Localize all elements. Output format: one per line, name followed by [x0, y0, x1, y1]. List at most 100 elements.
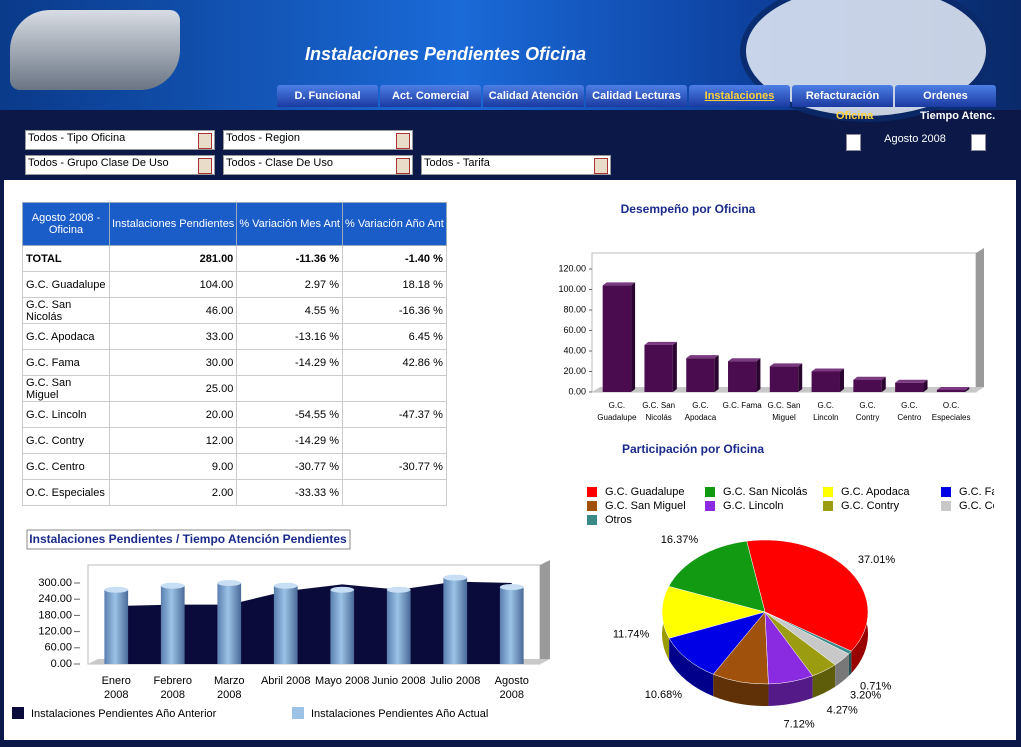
table-cell: 30.00	[108, 349, 238, 376]
data-label: 37.01%	[858, 554, 896, 566]
nav-tab[interactable]: Ordenes	[895, 85, 996, 107]
filter[interactable]: Todos - Region	[223, 130, 413, 150]
x-tick-label: O.C. Especiales	[931, 401, 971, 422]
bar	[330, 589, 355, 664]
nav-tab[interactable]: Calidad Atención	[483, 85, 584, 107]
legend-label: G.C. Fama	[959, 486, 1014, 498]
x-tick-label: O.C. Especiales	[931, 401, 971, 422]
bar-cap	[330, 586, 355, 593]
pie-side	[835, 653, 849, 687]
bar	[443, 577, 468, 664]
legend-swatch	[823, 487, 833, 497]
bar	[811, 371, 840, 392]
bar-top	[769, 363, 803, 367]
filter[interactable]: Todos - Tipo Oficina	[25, 130, 215, 150]
table-cell: G.C. Centro	[22, 453, 110, 480]
bar	[728, 361, 757, 392]
y-tick-label: 80.00	[563, 304, 586, 314]
table-cell: -47.37 %	[342, 401, 447, 428]
legend-label: Otros	[605, 514, 632, 526]
y-tick-label: 60.00	[44, 642, 72, 654]
nav-tab[interactable]: Instalaciones	[689, 85, 790, 107]
x-tick-label: G.C. Contry	[855, 401, 880, 422]
table-cell: G.C. San Nicolás	[22, 297, 110, 324]
pie-slice	[764, 611, 852, 655]
x-tick-label: Junio 2008	[371, 675, 426, 687]
x-tick-label: Marzo 2008	[214, 675, 245, 701]
table-row: G.C. Fama 30.00 -14.29 % 42.86 %	[22, 349, 447, 376]
legend-label: G.C. San Miguel	[605, 500, 686, 512]
table-cell: -1.40 %	[342, 245, 447, 272]
bar	[273, 585, 298, 664]
bar-cap	[160, 582, 185, 589]
x-tick-label: G.C. San Nicolás	[642, 401, 675, 422]
x-tick-label: G.C. Contry	[855, 401, 880, 422]
bar-top	[895, 379, 928, 383]
data-label: 0.71%	[860, 681, 891, 693]
table-cell: 20.00	[108, 401, 238, 428]
filter[interactable]: Todos - Tarifa	[421, 155, 611, 175]
legend-swatch	[941, 501, 951, 511]
legend-swatch	[587, 501, 597, 511]
bar-side	[798, 363, 803, 392]
bar-cap	[273, 582, 298, 589]
nav-tab[interactable]: Act. Comercial	[380, 85, 481, 107]
table-cell	[342, 479, 447, 506]
legend-swatch	[705, 501, 715, 511]
bar-side	[756, 358, 761, 392]
bar-cap	[499, 584, 524, 591]
area	[116, 581, 512, 664]
y-tick-label: 100.00	[558, 284, 586, 294]
pie-slice	[668, 540, 766, 613]
x-tick-label: G.C. Centro	[897, 401, 922, 422]
nav-tab[interactable]: Refacturación	[792, 85, 893, 107]
bar	[936, 389, 966, 392]
bar	[160, 585, 185, 664]
faucet-image	[10, 10, 180, 90]
bar-side	[672, 341, 677, 392]
bar-top	[728, 358, 761, 362]
nav-tabs: D. Funcional Act. Comercial Calidad Atenci…	[277, 85, 998, 107]
x-tick-label: G.C. Guadalupe	[597, 401, 636, 422]
x-tick-label: Julio 2008	[430, 675, 481, 687]
data-label: 11.74%	[613, 628, 650, 640]
bar-side	[881, 376, 886, 392]
subtab[interactable]: Oficina	[836, 110, 874, 122]
legend-swatch	[823, 501, 833, 511]
table-cell: G.C. San Miguel	[22, 375, 110, 402]
x-tick-label: Junio 2008	[371, 675, 426, 687]
next-arrow[interactable]	[971, 134, 986, 151]
legend-swatch	[941, 487, 951, 497]
table-cell: G.C. Guadalupe	[22, 271, 110, 298]
table-cell: 18.18 %	[342, 271, 447, 298]
table-row: O.C. Especiales 2.00 -33.33 %	[22, 479, 447, 506]
table-cell: 46.00	[108, 297, 238, 324]
table-cell: -54.55 %	[236, 401, 343, 428]
filter[interactable]: Todos - Clase De Uso	[223, 155, 413, 175]
prev-arrow[interactable]	[846, 134, 861, 151]
bar-cap	[104, 586, 129, 593]
x-tick-label: G.C. Apodaca	[684, 401, 717, 422]
filter[interactable]: Todos - Grupo Clase De Uso	[25, 155, 215, 175]
table-cell: -30.77 %	[236, 453, 343, 480]
legend-label: G.C. Centro	[959, 500, 1018, 512]
bar-top	[686, 355, 719, 359]
legend-label: Instalaciones Pendientes Año Actual	[311, 708, 488, 720]
table-row: G.C. Guadalupe 104.00 2.97 % 18.18 %	[22, 271, 447, 298]
table-row: G.C. San Miguel 25.00	[22, 375, 447, 402]
table-cell: O.C. Especiales	[22, 479, 110, 506]
nav-tab[interactable]: Calidad Lecturas	[586, 85, 687, 107]
x-tick-label: Febrero 2008	[153, 675, 192, 701]
bar	[104, 589, 129, 664]
bar-side	[839, 368, 844, 392]
header: Instalaciones Pendientes Oficina D. Func…	[0, 0, 1021, 122]
table-cell: 25.00	[108, 375, 238, 402]
nav-tab[interactable]: D. Funcional	[277, 85, 378, 107]
subtab[interactable]: Tiempo Atenc.	[920, 110, 996, 122]
bar-side	[923, 379, 928, 392]
table-cell: 2.00	[108, 479, 238, 506]
bar	[895, 382, 924, 392]
legend-swatch	[292, 707, 304, 719]
y-tick-label: 0.00	[568, 386, 586, 396]
x-tick-label: Enero 2008	[101, 675, 131, 701]
